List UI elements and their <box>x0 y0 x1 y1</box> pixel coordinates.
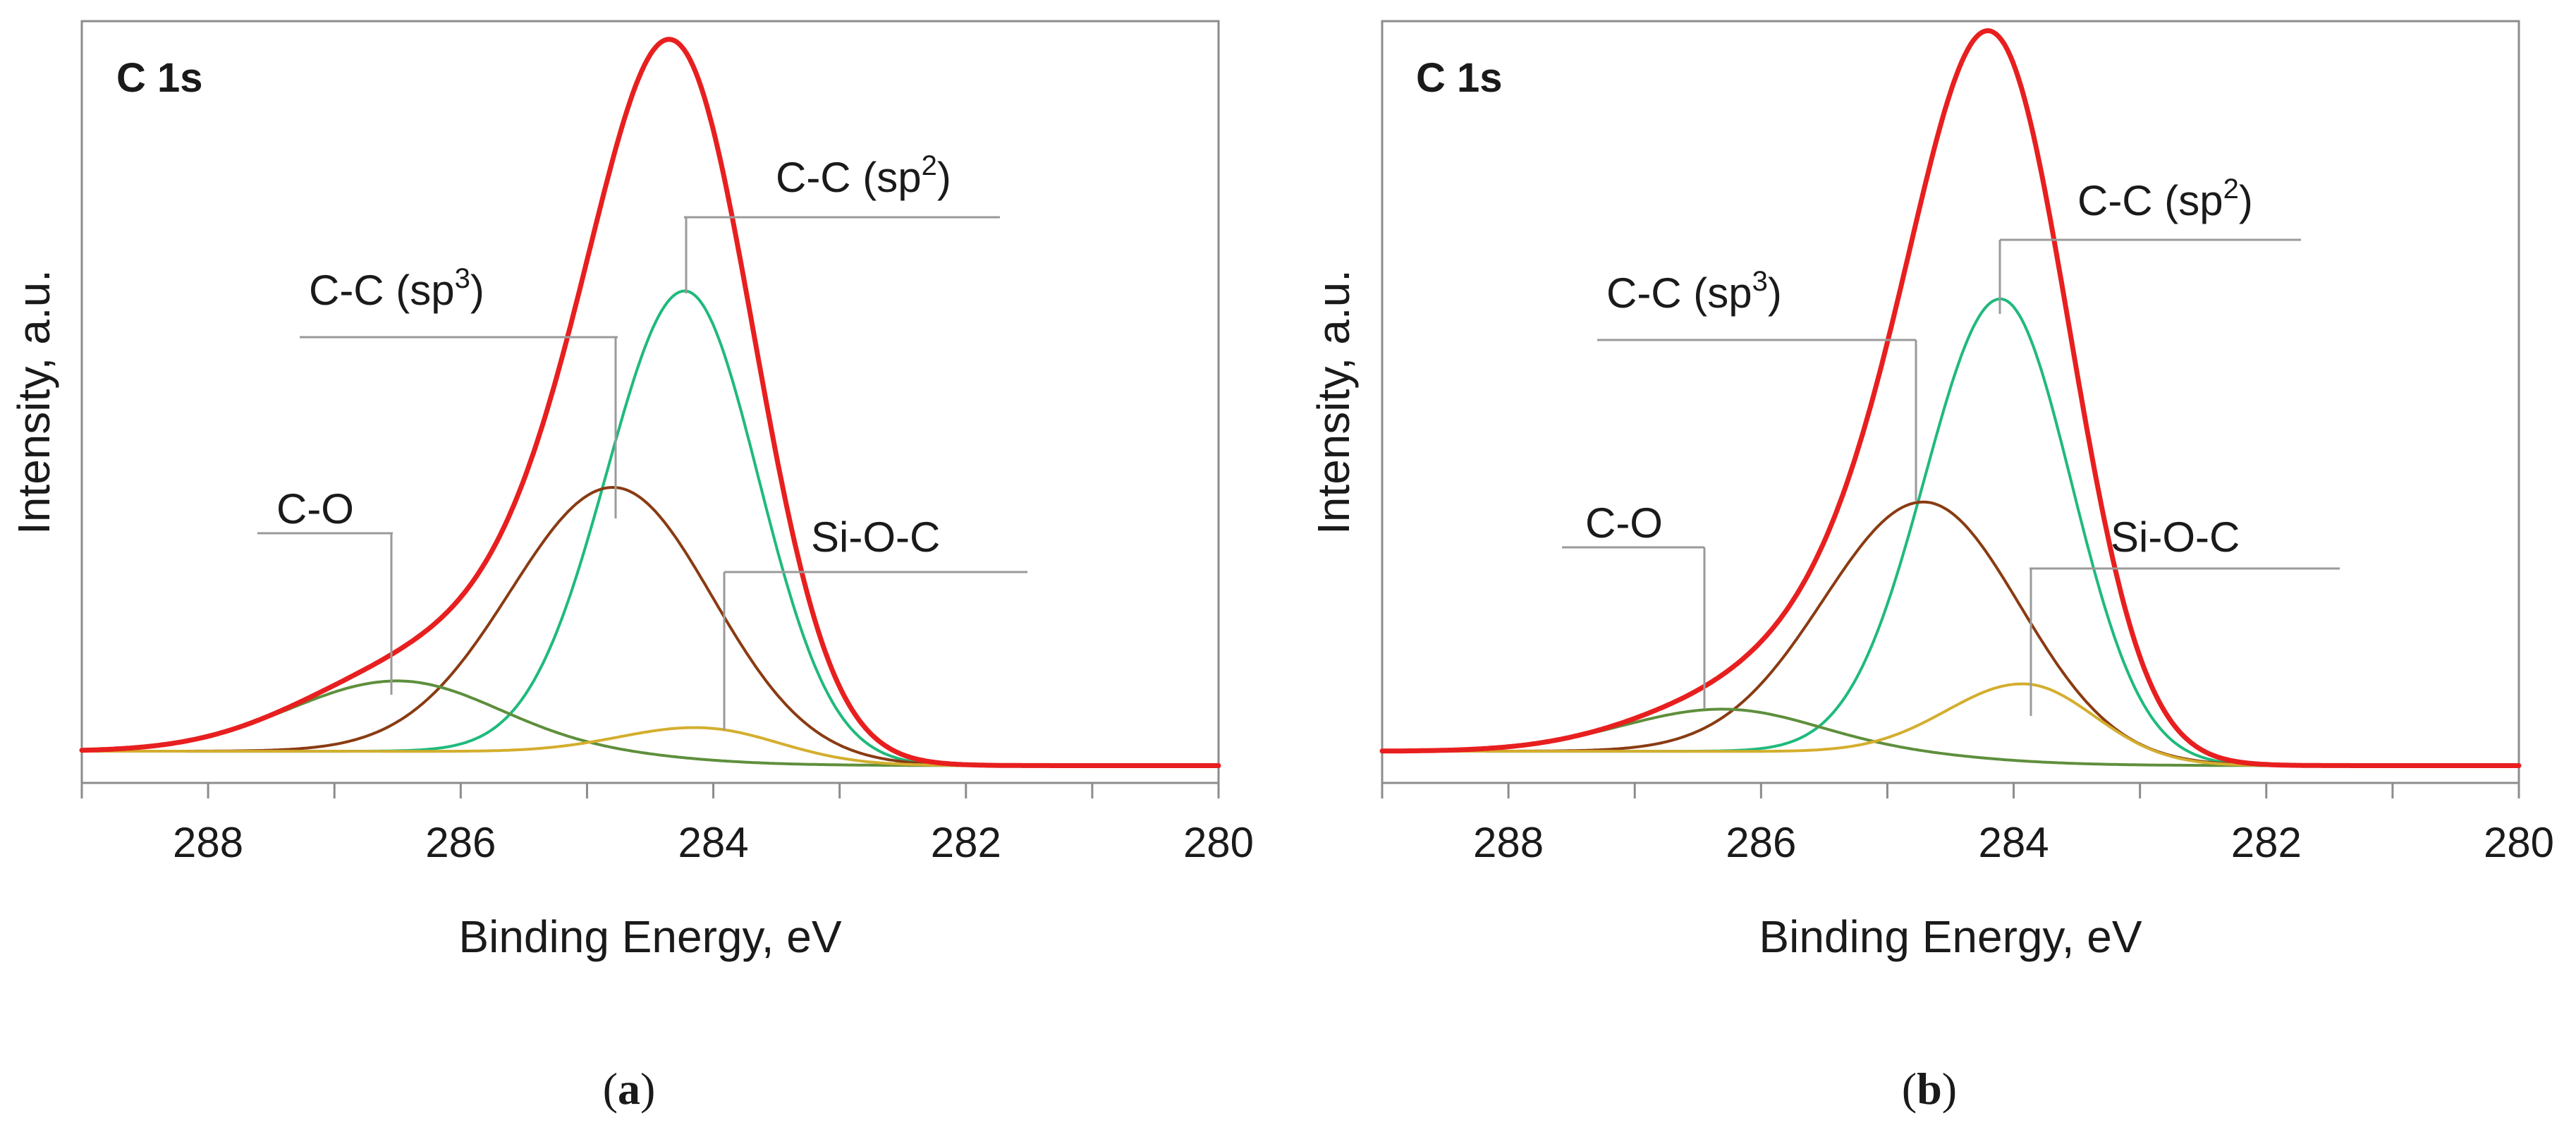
peak-annotation: Si-O-C <box>723 513 1027 730</box>
peak-label-text: C-C (sp <box>309 267 455 314</box>
peak-annotation: C-C (sp3) <box>1597 266 1917 501</box>
peak-label-superscript: 2 <box>2223 174 2239 205</box>
x-axis-ticks <box>80 783 1220 798</box>
peak-label-text: C-C (sp <box>776 154 922 201</box>
peak-annotation: C-C (sp2) <box>684 150 1000 293</box>
series-line-c-c-sp3 <box>1381 500 2520 767</box>
peak-label: C-C (sp3) <box>1606 266 1782 317</box>
x-axis-label: Binding Energy, eV <box>458 911 841 962</box>
figure-caption: (a) <box>603 1064 656 1114</box>
peak-label: C-C (sp2) <box>2077 174 2253 224</box>
chart-panel-b: 288 286 284 282 280 Binding Energy, eV Intensi… <box>1308 20 2554 1114</box>
x-tick-label: 282 <box>931 819 1001 866</box>
peak-label-text: C-C (sp <box>2077 177 2223 224</box>
peak-annotation: C-O <box>1562 499 1706 709</box>
peak-label: C-O <box>1585 499 1663 547</box>
x-axis-label: Binding Energy, eV <box>1759 911 2142 962</box>
caption-close: ) <box>1942 1064 1957 1114</box>
caption-letter: a <box>618 1064 640 1114</box>
peak-annotation: C-O <box>257 485 393 695</box>
chart-panel-a: 288 286 284 282 280 Binding Energy, eV Intensi… <box>8 20 1254 1114</box>
peak-label-superscript: 3 <box>455 263 470 294</box>
peak-annotation: Si-O-C <box>2029 513 2340 716</box>
x-tick-label: 284 <box>1979 819 2049 866</box>
peak-label-text: Si-O-C <box>811 513 940 561</box>
series-line-c-c-sp2 <box>1381 297 2520 767</box>
x-axis-ticks <box>1381 783 2520 798</box>
peak-label: Si-O-C <box>811 513 940 561</box>
series-line-envelope <box>1379 28 2522 768</box>
y-axis-label: Intensity, a.u. <box>8 269 59 535</box>
caption-close: ) <box>640 1064 655 1114</box>
x-tick-label: 282 <box>2231 819 2302 866</box>
x-tick-label: 286 <box>425 819 496 866</box>
series-line-c-c-sp2 <box>80 289 1220 767</box>
caption-letter: b <box>1917 1064 1942 1114</box>
y-axis-label: Intensity, a.u. <box>1308 269 1359 535</box>
peak-label: C-O <box>276 485 354 533</box>
figure-caption: (b) <box>1902 1064 1957 1114</box>
peak-label-superscript: 3 <box>1752 266 1768 297</box>
peak-label-text: Si-O-C <box>2111 513 2240 561</box>
peak-label: C-C (sp3) <box>309 263 484 314</box>
peak-label: Si-O-C <box>2111 513 2240 561</box>
x-tick-label: 280 <box>2484 819 2554 866</box>
x-tick-label: 288 <box>173 819 243 866</box>
x-tick-label: 286 <box>1726 819 1796 866</box>
peak-label-text: C-O <box>1585 499 1663 547</box>
peak-label-text: C-C (sp <box>1606 269 1752 317</box>
series-line-c-o <box>1381 707 2520 767</box>
x-tick-label: 280 <box>1183 819 1254 866</box>
peak-label-close: ) <box>1768 269 1782 317</box>
x-tick-label: 288 <box>1473 819 1544 866</box>
plot-frame <box>80 20 1220 784</box>
series-line-envelope <box>79 37 1221 768</box>
peak-label-close: ) <box>470 267 484 314</box>
caption-open: ( <box>603 1064 618 1114</box>
caption-open: ( <box>1902 1064 1917 1114</box>
peak-label-text: C-O <box>276 485 354 533</box>
peak-label-close: ) <box>937 154 951 201</box>
plot-frame <box>1381 20 2520 784</box>
x-tick-label: 284 <box>678 819 749 866</box>
peak-annotation: C-C (sp3) <box>300 263 618 518</box>
series-line-si-o-c <box>80 726 1220 767</box>
panel-title: C 1s <box>116 55 203 101</box>
peak-label-close: ) <box>2239 177 2253 224</box>
peak-label-superscript: 2 <box>922 150 937 181</box>
peak-label: C-C (sp2) <box>776 150 951 201</box>
panel-title: C 1s <box>1416 55 1503 101</box>
peak-annotation: C-C (sp2) <box>1998 174 2301 314</box>
